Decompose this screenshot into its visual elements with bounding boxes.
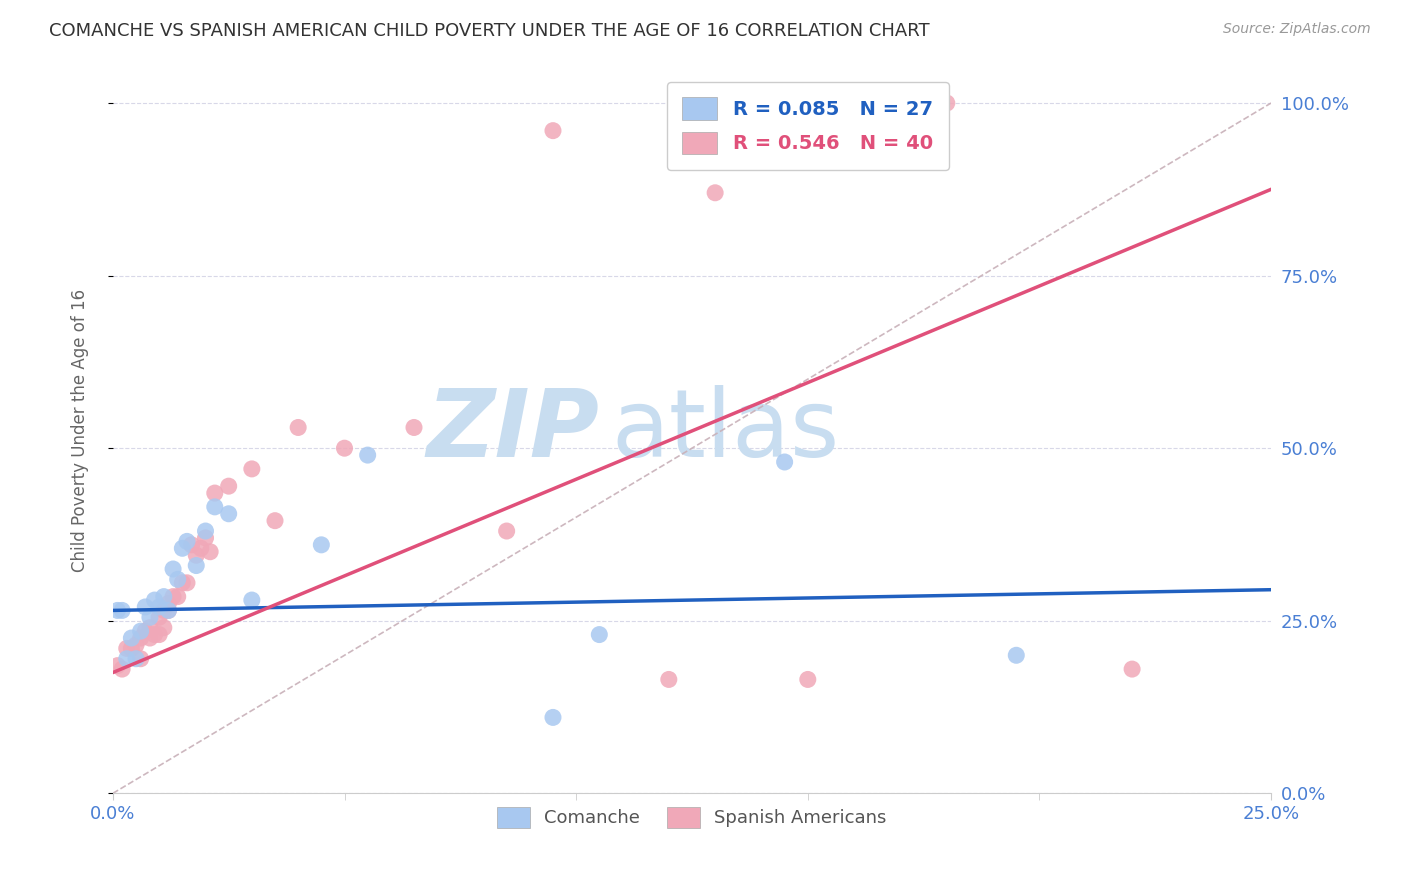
Point — [139, 631, 162, 645]
Text: atlas: atlas — [610, 385, 839, 477]
Point — [204, 500, 226, 514]
Point — [190, 541, 212, 556]
Point — [176, 534, 198, 549]
Point — [204, 486, 226, 500]
Point — [139, 621, 162, 635]
Point — [218, 507, 240, 521]
Point — [157, 603, 180, 617]
Point — [1005, 648, 1028, 663]
Point — [194, 531, 217, 545]
Point — [264, 514, 287, 528]
Point — [356, 448, 378, 462]
Point — [143, 627, 166, 641]
Point — [180, 538, 202, 552]
Point — [287, 420, 309, 434]
Point — [176, 575, 198, 590]
Point — [125, 651, 148, 665]
Text: ZIP: ZIP — [426, 385, 599, 477]
Point — [129, 624, 152, 639]
Point — [107, 603, 129, 617]
Point — [166, 590, 188, 604]
Point — [935, 96, 957, 111]
Point — [333, 441, 356, 455]
Point — [153, 590, 176, 604]
Point — [162, 590, 184, 604]
Point — [704, 186, 727, 200]
Point — [198, 545, 221, 559]
Point — [120, 641, 142, 656]
Point — [588, 627, 610, 641]
Point — [186, 548, 208, 562]
Point — [143, 593, 166, 607]
Point — [148, 610, 170, 624]
Point — [797, 673, 820, 687]
Point — [162, 562, 184, 576]
Point — [311, 538, 333, 552]
Point — [240, 593, 263, 607]
Point — [541, 123, 564, 137]
Point — [107, 658, 129, 673]
Point — [148, 599, 170, 614]
Point — [111, 662, 134, 676]
Point — [134, 624, 156, 639]
Point — [157, 597, 180, 611]
Point — [172, 541, 194, 556]
Point — [125, 638, 148, 652]
Point — [129, 631, 152, 645]
Point — [129, 651, 152, 665]
Point — [402, 420, 425, 434]
Point — [153, 621, 176, 635]
Point — [658, 673, 681, 687]
Point — [172, 575, 194, 590]
Point — [111, 603, 134, 617]
Text: Source: ZipAtlas.com: Source: ZipAtlas.com — [1223, 22, 1371, 37]
Point — [495, 524, 517, 538]
Point — [1121, 662, 1143, 676]
Point — [115, 641, 138, 656]
Point — [218, 479, 240, 493]
Point — [139, 610, 162, 624]
Legend: Comanche, Spanish Americans: Comanche, Spanish Americans — [491, 800, 894, 835]
Point — [120, 631, 142, 645]
Point — [157, 603, 180, 617]
Point — [194, 524, 217, 538]
Point — [115, 651, 138, 665]
Y-axis label: Child Poverty Under the Age of 16: Child Poverty Under the Age of 16 — [72, 289, 89, 573]
Point — [773, 455, 796, 469]
Point — [153, 603, 176, 617]
Point — [134, 599, 156, 614]
Point — [240, 462, 263, 476]
Point — [148, 627, 170, 641]
Text: COMANCHE VS SPANISH AMERICAN CHILD POVERTY UNDER THE AGE OF 16 CORRELATION CHART: COMANCHE VS SPANISH AMERICAN CHILD POVER… — [49, 22, 929, 40]
Point — [186, 558, 208, 573]
Point — [166, 572, 188, 586]
Point — [541, 710, 564, 724]
